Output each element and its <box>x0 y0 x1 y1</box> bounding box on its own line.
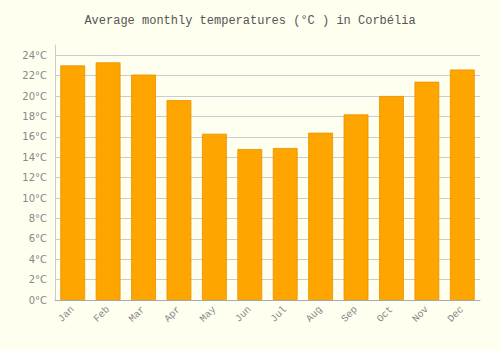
svg-text:22°C: 22°C <box>22 70 47 81</box>
svg-text:Jun: Jun <box>233 304 253 324</box>
svg-text:10°C: 10°C <box>22 193 47 204</box>
svg-text:16°C: 16°C <box>22 131 47 142</box>
svg-text:Apr: Apr <box>162 304 182 324</box>
svg-text:8°C: 8°C <box>29 213 47 224</box>
svg-text:6°C: 6°C <box>29 233 47 244</box>
svg-text:2°C: 2°C <box>29 274 47 285</box>
svg-text:Oct: Oct <box>375 304 395 324</box>
svg-text:18°C: 18°C <box>22 111 47 122</box>
svg-text:4°C: 4°C <box>29 254 47 265</box>
svg-text:Sep: Sep <box>339 304 359 324</box>
svg-text:Average monthly temperatures (: Average monthly temperatures (°C ) in Co… <box>84 14 415 28</box>
svg-text:Feb: Feb <box>92 304 112 324</box>
svg-text:Jul: Jul <box>269 304 289 324</box>
svg-text:Dec: Dec <box>446 304 466 324</box>
svg-text:Jan: Jan <box>56 304 76 324</box>
svg-text:24°C: 24°C <box>22 50 47 61</box>
svg-text:Mar: Mar <box>127 304 147 324</box>
svg-text:Nov: Nov <box>410 304 430 324</box>
svg-text:14°C: 14°C <box>22 152 47 163</box>
svg-text:Aug: Aug <box>304 304 324 324</box>
svg-text:20°C: 20°C <box>22 91 47 102</box>
svg-text:May: May <box>198 304 218 324</box>
svg-text:0°C: 0°C <box>29 295 47 306</box>
svg-text:12°C: 12°C <box>22 172 47 183</box>
